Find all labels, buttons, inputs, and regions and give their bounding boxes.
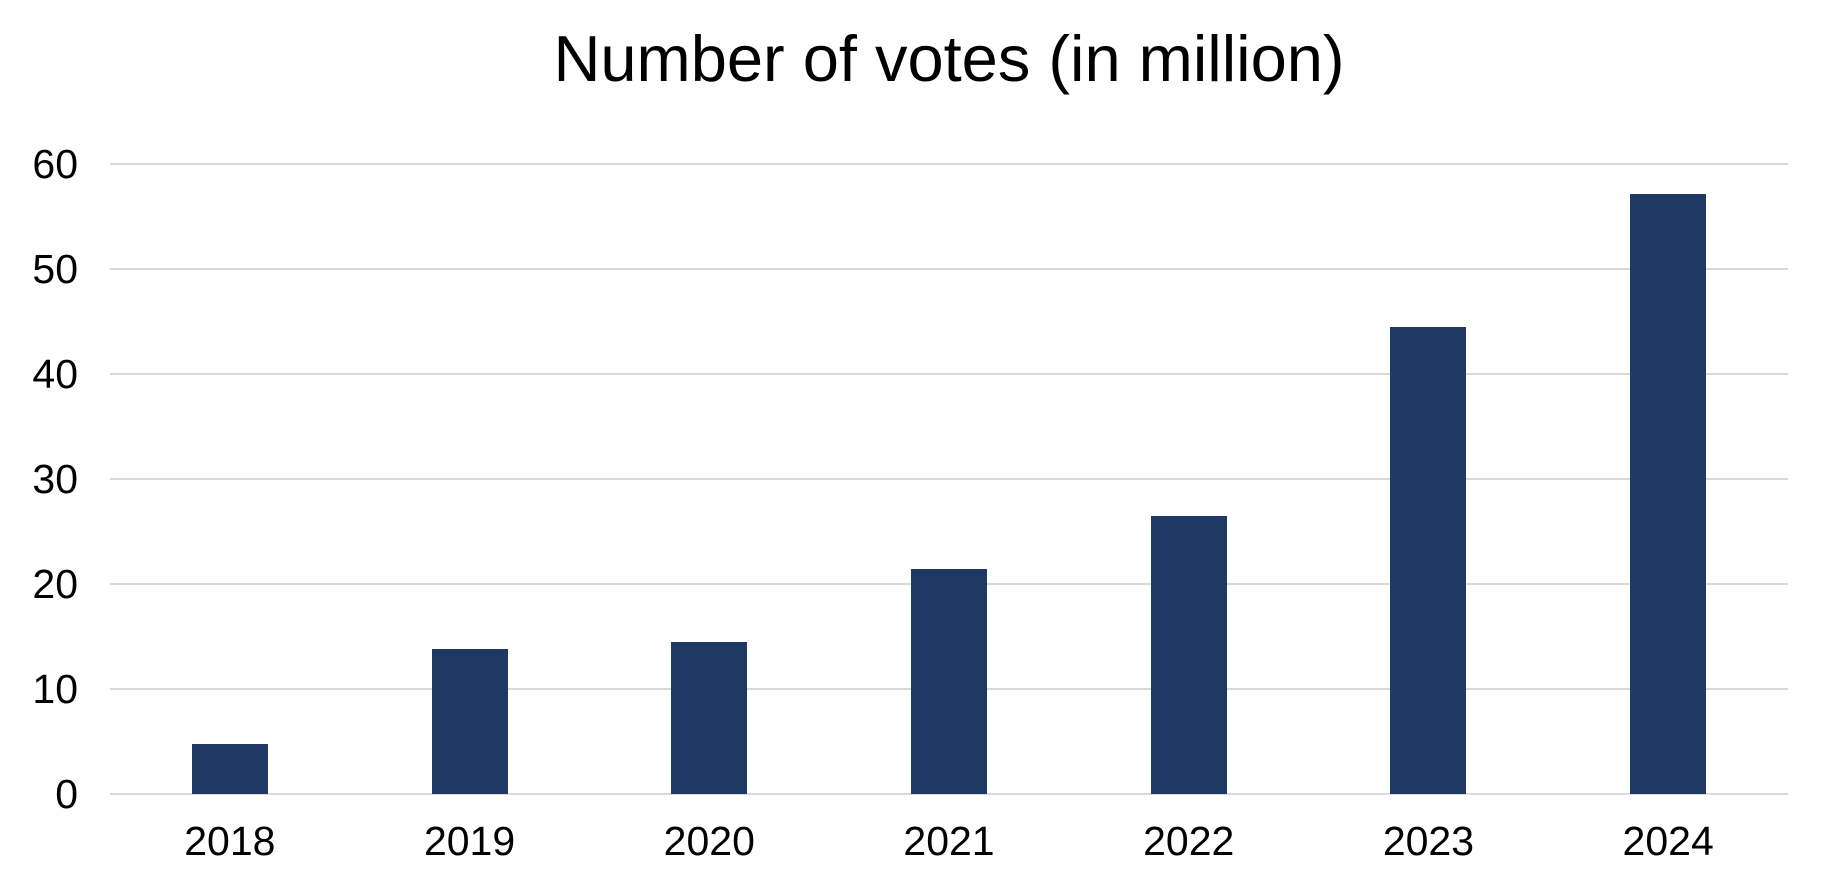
y-axis-tick-label-0: 0 [55,771,78,817]
y-axis-tick-label-40: 40 [32,351,78,397]
bar-2019 [431,649,508,794]
x-axis-label-2023: 2023 [1382,818,1475,864]
y-axis-tick-label-10: 10 [32,666,78,712]
bar-2024 [1630,194,1707,794]
y-axis-tick-label-30: 30 [32,456,78,502]
gridline-0 [110,793,1788,795]
bar-2022 [1150,515,1227,794]
y-axis-tick-label-50: 50 [32,246,78,292]
x-axis-label-2018: 2018 [184,818,276,864]
gridline-40 [110,373,1788,375]
bar-2018 [191,743,268,794]
x-axis-label-2019: 2019 [423,818,516,864]
bar-2021 [911,569,987,794]
chart-title: Number of votes (in million) [553,22,1345,95]
plot-area [110,163,1788,795]
gridline-60 [110,163,1788,165]
x-axis-label-2024: 2024 [1622,818,1714,864]
x-axis-label-2020: 2020 [663,818,755,864]
y-axis-tick-label-20: 20 [32,561,78,607]
bar-2020 [671,641,748,794]
bar-2023 [1390,326,1467,794]
y-axis-tick-label-60: 60 [32,141,78,187]
x-axis-label-2021: 2021 [903,818,995,864]
gridline-50 [110,268,1788,270]
x-axis-label-2022: 2022 [1143,818,1235,864]
gridline-30 [110,478,1788,480]
